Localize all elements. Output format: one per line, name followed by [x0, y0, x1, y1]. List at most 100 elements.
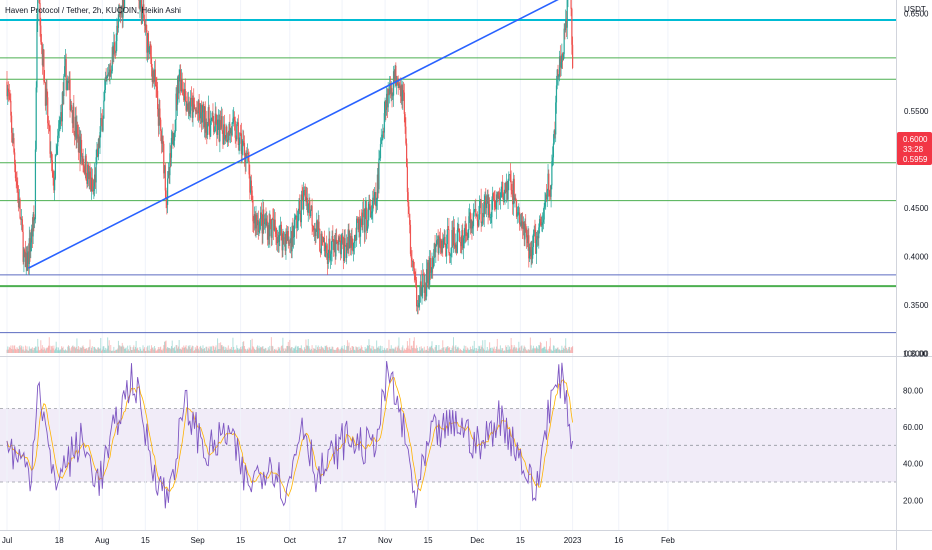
volume-bar — [61, 346, 63, 353]
candle-body — [91, 177, 93, 190]
volume-bar — [275, 348, 277, 353]
candle-body — [148, 47, 150, 53]
volume-bar — [37, 338, 39, 353]
candle-body — [47, 123, 50, 126]
candle-body — [530, 249, 532, 257]
candle-body — [278, 235, 280, 243]
volume-bar — [123, 346, 125, 353]
volume-bar — [425, 349, 427, 353]
candle-body — [260, 212, 262, 220]
volume-bar — [10, 345, 12, 353]
candle-body — [78, 136, 80, 153]
candle-body — [502, 182, 504, 197]
candle-body — [561, 53, 563, 62]
volume-bar — [554, 349, 556, 353]
candle-body — [469, 212, 472, 229]
time-axis-ticks[interactable]: Jul 18 Aug 15 Sep 15 Oct 17 Nov 15 Dec 15 2023 16 Feb — [2, 536, 675, 545]
volume-bar — [350, 350, 352, 353]
volume-bar — [563, 348, 565, 353]
volume-bar — [8, 346, 10, 353]
volume-bar — [321, 347, 323, 353]
volume-bar — [398, 337, 400, 353]
volume-bar — [516, 350, 518, 353]
volume-bar — [277, 350, 279, 353]
candle-body — [101, 118, 103, 131]
candle-body — [63, 76, 65, 96]
candle-body — [394, 65, 396, 82]
volume-bar — [338, 349, 340, 353]
volume-bar — [245, 349, 247, 353]
volume-bar — [210, 346, 212, 353]
volume-bar — [87, 347, 89, 353]
candle-body — [556, 69, 558, 86]
candle-body — [81, 155, 83, 157]
volume-bar — [233, 350, 235, 353]
volume-bar — [174, 350, 176, 353]
candle-body — [97, 148, 99, 157]
candle-body — [96, 148, 98, 158]
volume-bar — [125, 347, 127, 353]
candle-body — [519, 222, 521, 225]
candle-body — [84, 166, 86, 174]
volume-bar — [489, 348, 491, 353]
candle-body — [455, 244, 457, 248]
candle-body — [76, 124, 78, 139]
candle-body — [296, 215, 298, 229]
candle-body — [321, 233, 323, 237]
candle-body — [400, 85, 402, 97]
candle-body — [218, 119, 220, 142]
volume-bar — [432, 348, 434, 353]
candle-body — [495, 194, 498, 210]
volume-bar — [373, 348, 375, 353]
volume-bar — [181, 346, 183, 353]
volume-bar — [506, 349, 508, 353]
volume-bar — [142, 345, 144, 353]
volume-bar — [390, 345, 392, 353]
candle-body — [292, 225, 294, 238]
trend-line-layer — [28, 0, 559, 269]
candle-body — [399, 83, 401, 87]
candle-body — [251, 190, 253, 201]
candle-body — [352, 245, 354, 252]
volume-bar — [261, 346, 263, 353]
volume-bar — [374, 349, 376, 353]
candle-body — [92, 189, 94, 191]
candle-body — [285, 231, 287, 251]
candle-body — [488, 204, 490, 215]
candle-body — [40, 41, 43, 46]
candle-body — [312, 225, 314, 227]
candle-body — [117, 14, 120, 28]
candle-body — [163, 143, 165, 174]
volume-bar — [314, 348, 316, 353]
volume-bar — [246, 350, 248, 353]
candle-body — [494, 200, 496, 208]
candle-body — [415, 279, 417, 287]
candle-body — [144, 24, 146, 26]
volume-bar — [335, 349, 337, 353]
candle-body — [112, 47, 114, 55]
candle-body — [540, 221, 542, 226]
volume-bar — [167, 347, 169, 353]
candle-body — [566, 0, 568, 28]
candle-body — [313, 228, 315, 231]
volume-bar — [502, 350, 504, 353]
candle-body — [465, 224, 467, 232]
candle-body — [515, 197, 517, 201]
price-tick-label: 0.4500 — [904, 204, 929, 213]
candle-body — [40, 25, 42, 42]
candle-body — [445, 244, 447, 257]
volume-bar — [352, 346, 354, 353]
volume-bar — [212, 345, 214, 353]
candle-body — [485, 203, 488, 209]
candle-body — [559, 56, 561, 68]
volume-bar — [31, 347, 33, 353]
candle-body — [489, 204, 491, 218]
candle-body — [253, 214, 256, 224]
candle-body — [451, 230, 453, 248]
volume-bar — [466, 347, 468, 353]
candle-body — [123, 0, 125, 8]
volume-bar — [257, 348, 259, 353]
candle-body — [340, 242, 342, 255]
candle-body — [508, 174, 510, 181]
candle-body — [143, 4, 145, 21]
